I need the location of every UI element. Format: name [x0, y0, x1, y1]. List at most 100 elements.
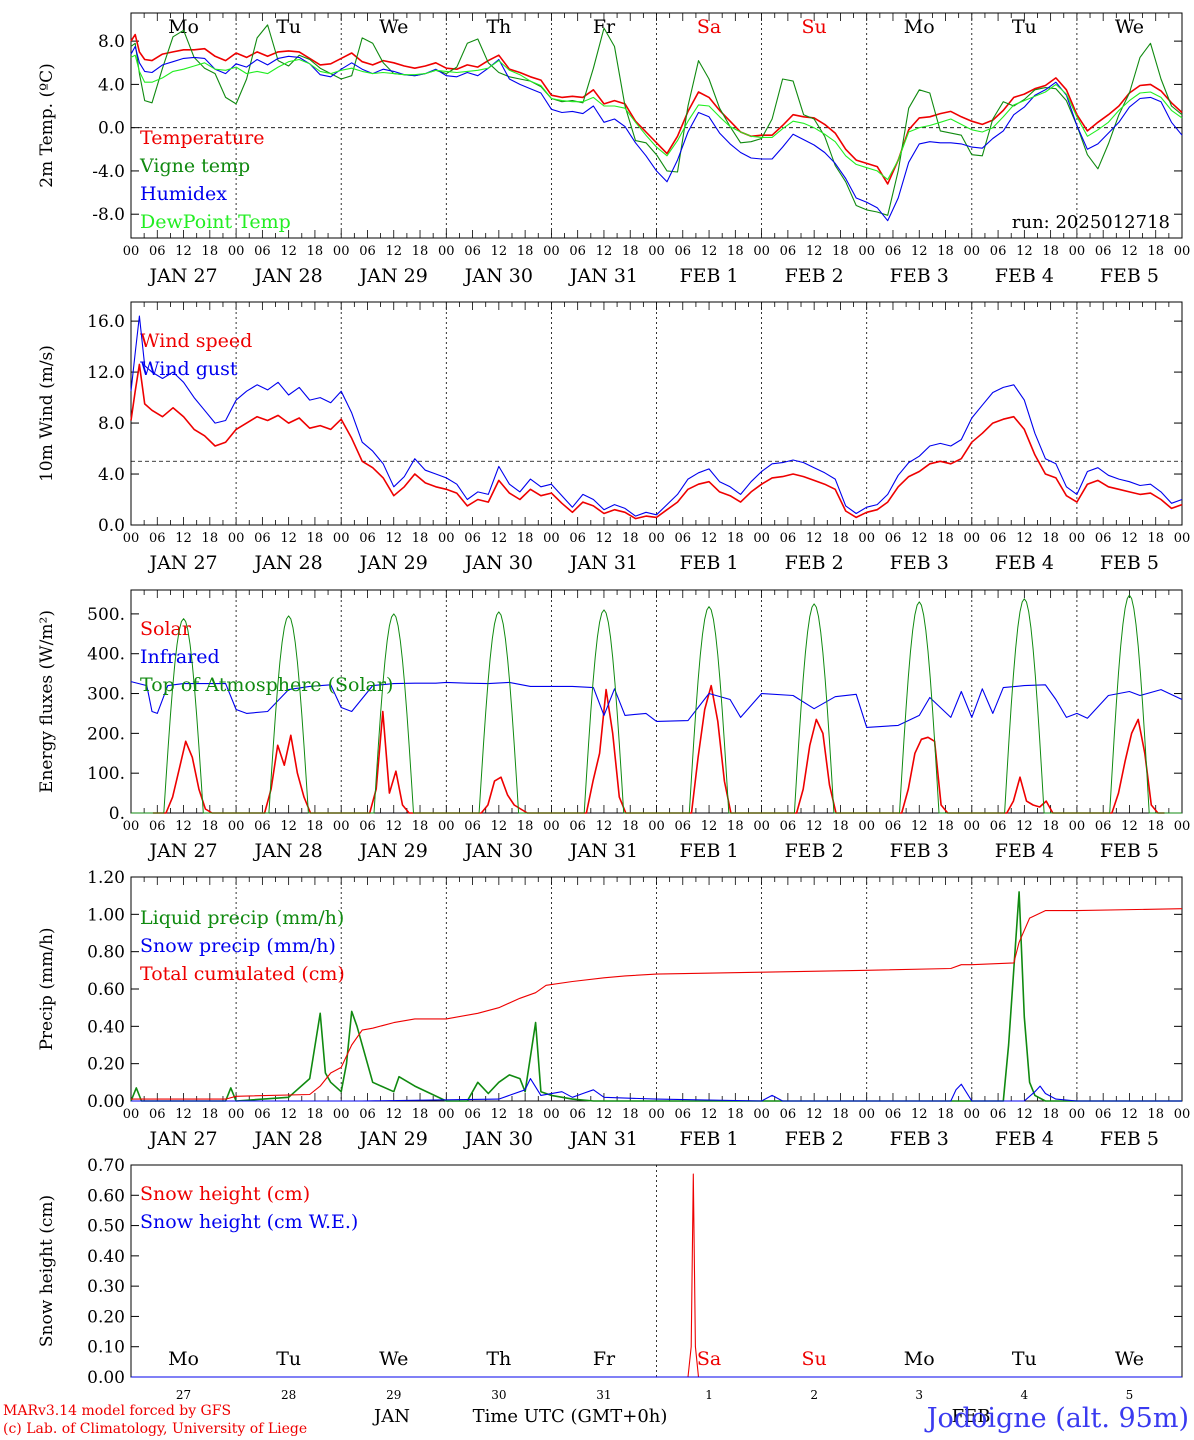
y-tick-label: -8.0: [92, 205, 125, 225]
date-label: JAN 30: [463, 265, 533, 287]
hour-tick-label: 12: [491, 1107, 508, 1122]
hour-tick-label: 00: [858, 1107, 875, 1122]
hour-tick-label: 18: [517, 244, 534, 259]
hour-tick-label: 18: [202, 531, 219, 546]
date-label: FEB 2: [785, 1128, 844, 1150]
hour-tick-label: 00: [648, 244, 665, 259]
hour-tick-label: 00: [123, 244, 140, 259]
hour-tick-label: 12: [701, 819, 718, 834]
hour-tick-label: 00: [1174, 819, 1191, 834]
panel-4: 1.20 1.00 0.80 0.60 0.40 0.20 0.00 Precip (mm/h…: [37, 868, 1190, 1150]
hour-tick-label: 18: [307, 819, 324, 834]
date-label: JAN 28: [253, 552, 323, 574]
hour-tick-label: 06: [569, 819, 586, 834]
hour-tick-label: 18: [1147, 1107, 1164, 1122]
weekday-label: Sa: [697, 16, 721, 38]
y-tick-label: 0.0: [98, 516, 125, 536]
hour-tick-label: 06: [1095, 244, 1112, 259]
footer-line1: MARv3.14 model forced by GFS: [3, 1403, 231, 1419]
date-label: FEB 4: [995, 1128, 1054, 1150]
hour-tick-label: 12: [385, 531, 402, 546]
hour-tick-label: 06: [675, 1107, 692, 1122]
hour-tick-label: 12: [175, 531, 192, 546]
weekday-label: Tu: [1012, 16, 1037, 38]
hour-tick-label: 12: [911, 531, 928, 546]
hour-tick-label: 18: [727, 1107, 744, 1122]
hour-tick-label: 06: [990, 1107, 1007, 1122]
hour-tick-label: 18: [307, 1107, 324, 1122]
hour-tick-label: 00: [964, 819, 981, 834]
hour-tick-label: 12: [596, 244, 613, 259]
hour-tick-label: 00: [438, 244, 455, 259]
legend-entry-2: Snow height (cm W.E.): [140, 1211, 358, 1233]
date-label: FEB 3: [890, 840, 949, 862]
hour-tick-label: 18: [517, 819, 534, 834]
series-line-2: [130, 315, 1183, 517]
date-label: JAN 31: [568, 552, 638, 574]
hour-tick-label: 06: [885, 1107, 902, 1122]
date-label: FEB 3: [890, 265, 949, 287]
y-axis-label: 10m Wind (m/s): [37, 345, 57, 482]
hour-tick-label: 00: [1174, 531, 1191, 546]
y-tick-label: 0.00: [87, 1092, 125, 1112]
hour-tick-label: 06: [464, 244, 481, 259]
hour-tick-label: 00: [1069, 819, 1086, 834]
hour-tick-label: 06: [569, 244, 586, 259]
panel-1: 8.0 4.0 0.0 -4.0 -8.0 2m Temp. (ºC) 00 06 12 18 00…: [37, 12, 1190, 287]
hour-tick-label: 18: [1147, 531, 1164, 546]
run-label: run: 2025012718: [1012, 212, 1170, 233]
hour-tick-label: 00: [648, 1107, 665, 1122]
hour-tick-label: 00: [438, 531, 455, 546]
hour-tick-label: 00: [123, 819, 140, 834]
hour-tick-label: 12: [806, 244, 823, 259]
y-tick-label: 200.: [87, 724, 125, 744]
weekday-label: Mo: [168, 1348, 199, 1370]
weekday-label: Th: [486, 16, 511, 38]
y-tick-label: 400.: [87, 645, 125, 665]
day-number: 3: [915, 1388, 923, 1402]
y-tick-label: -4.0: [92, 162, 125, 182]
hour-tick-label: 18: [517, 1107, 534, 1122]
hour-tick-label: 12: [1121, 1107, 1138, 1122]
hour-tick-label: 12: [596, 1107, 613, 1122]
hour-tick-label: 12: [1016, 244, 1033, 259]
hour-tick-label: 06: [464, 1107, 481, 1122]
hour-tick-label: 18: [307, 244, 324, 259]
hour-tick-label: 00: [1174, 1107, 1191, 1122]
date-label: JAN 27: [147, 840, 217, 862]
day-number: 2: [810, 1388, 818, 1402]
hour-tick-label: 18: [202, 1107, 219, 1122]
weekday-label: Tu: [1012, 1348, 1037, 1370]
hour-tick-label: 12: [911, 819, 928, 834]
hour-tick-label: 00: [858, 531, 875, 546]
hour-tick-label: 12: [491, 819, 508, 834]
legend-entry-1: Solar: [140, 618, 192, 640]
day-number: 27: [176, 1388, 191, 1402]
date-label: FEB 5: [1100, 1128, 1159, 1150]
weekday-label: We: [1115, 1348, 1144, 1370]
panel-3: 500. 400. 300. 200. 100. 0. Energy fluxes (W/m…: [37, 589, 1191, 862]
hour-tick-label: 18: [727, 819, 744, 834]
date-label: JAN 31: [568, 840, 638, 862]
weekday-label: Fr: [593, 16, 616, 38]
hour-tick-label: 00: [543, 1107, 560, 1122]
series-line-3: [130, 45, 1183, 222]
hour-tick-label: 12: [911, 1107, 928, 1122]
date-label: FEB 1: [679, 1128, 738, 1150]
day-number: 29: [386, 1388, 401, 1402]
date-label: FEB 1: [679, 265, 738, 287]
hour-tick-label: 00: [753, 244, 770, 259]
weekday-label: Tu: [276, 1348, 301, 1370]
date-label: JAN 29: [358, 552, 428, 574]
y-tick-label: 0.00: [87, 1368, 125, 1388]
hour-tick-label: 00: [1069, 244, 1086, 259]
y-tick-label: 8.0: [98, 32, 125, 52]
series-line-3: [131, 594, 1182, 814]
weekday-label: Th: [486, 1348, 511, 1370]
hour-tick-label: 06: [359, 819, 376, 834]
hour-tick-label: 06: [359, 244, 376, 259]
hour-tick-label: 12: [701, 1107, 718, 1122]
legend-entry-1: Snow height (cm): [140, 1183, 310, 1205]
hour-tick-label: 18: [412, 244, 429, 259]
panel-2: 16.0 12.0 8.0 4.0 0.0 10m Wind (m/s) 00 06 12 18 0…: [37, 301, 1191, 574]
